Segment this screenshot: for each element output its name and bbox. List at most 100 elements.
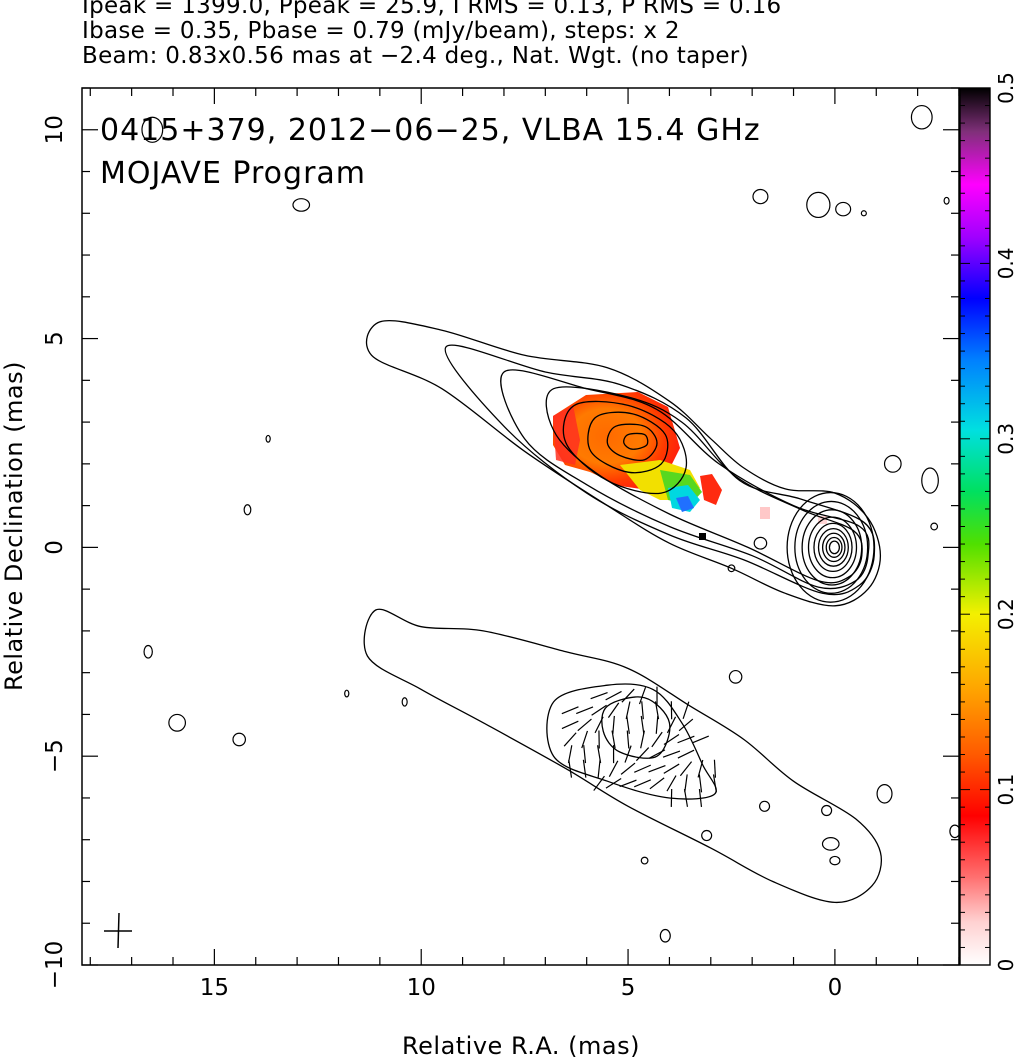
noise-contour-11 [835, 201, 852, 217]
polarized-intensity-contour-level-2 [546, 683, 717, 800]
evpa-vector-23 [651, 731, 663, 748]
colorbar: 0 0.1 0.2 0.3 0.4 0.5 [959, 72, 1018, 971]
noise-contour-21 [876, 783, 893, 804]
evpa-vector-40 [621, 688, 635, 703]
polarization-pink-pixel-1 [760, 507, 770, 519]
evpa-vector-59 [576, 706, 594, 715]
evpa-vector-9 [677, 749, 695, 759]
evpa-vector-39 [625, 701, 631, 720]
evpa-vector-36 [624, 745, 632, 763]
evpa-vector-4 [697, 759, 704, 778]
jet-contour-level-1 [365, 319, 882, 607]
evpa-vector-53 [591, 704, 607, 716]
jet-contour-level-5 [562, 400, 688, 495]
evpa-vector-55 [582, 759, 587, 778]
x-tick-label-0: 0 [828, 975, 843, 1001]
core-contour-7 [821, 532, 846, 563]
noise-contour-10 [806, 191, 831, 219]
y-tick-label-10: 10 [42, 115, 68, 144]
evpa-vector-58 [577, 718, 592, 732]
evpa-vector-0 [712, 774, 717, 793]
header-line-1: Ipeak = 1399.0, Ppeak = 25.9, I RMS = 0.… [82, 0, 782, 19]
noise-contour-29 [727, 564, 736, 573]
evpa-vector-29 [635, 747, 650, 762]
y-axis-title: Relative Declination (mas) [0, 361, 28, 691]
evpa-vector-22 [648, 749, 666, 759]
colorbar-label-3: 0.3 [994, 423, 1018, 455]
evpa-vector-7 [684, 774, 688, 793]
jet-contour-level-8 [623, 432, 649, 450]
evpa-vector-45 [612, 715, 615, 734]
evpa-vector-48 [593, 775, 605, 791]
evpa-vector-1 [713, 759, 717, 778]
polarization-vectors [561, 686, 717, 807]
y-tick-labels: 10 5 0 −5 −10 [42, 115, 68, 989]
evpa-vector-5 [691, 735, 710, 744]
noise-contour-1 [292, 198, 311, 212]
header-line-2: Ibase = 0.35, Pbase = 0.79 (mJy/beam), s… [82, 18, 680, 44]
evpa-vector-46 [607, 702, 620, 718]
noise-contour-26 [659, 928, 671, 943]
noise-contour-14 [943, 196, 950, 205]
evpa-vector-11 [678, 718, 694, 732]
evpa-vector-56 [583, 745, 587, 764]
evpa-vector-33 [638, 686, 647, 705]
core-contour-3 [801, 509, 863, 586]
noise-contour-25 [829, 855, 841, 866]
jet-contour-level-2 [444, 344, 876, 596]
evpa-vector-37 [626, 730, 630, 749]
evpa-vector-2 [698, 788, 703, 807]
evpa-vector-63 [561, 720, 579, 730]
noise-contour-7 [344, 689, 350, 698]
evpa-vector-15 [663, 763, 680, 774]
polarized-intensity-contour-level-1 [363, 608, 883, 904]
colorbar-label-1: 0.1 [994, 774, 1018, 806]
noise-contour-9 [752, 188, 769, 205]
polarization-blue-region [676, 496, 694, 512]
colorbar-tick-labels: 0 0.1 0.2 0.3 0.4 0.5 [994, 72, 1018, 971]
noise-contour-5 [243, 504, 252, 516]
noise-contours [141, 104, 959, 943]
noise-contour-22 [821, 837, 840, 851]
y-tick-label-0: 0 [42, 540, 68, 555]
evpa-vector-50 [596, 745, 602, 764]
evpa-vector-3 [698, 774, 703, 793]
evpa-vector-64 [561, 706, 579, 715]
polarization-red-tail-region [700, 474, 722, 505]
jet-contour-level-3 [500, 369, 870, 590]
core-contour-5 [813, 522, 853, 573]
noise-contour-0 [141, 116, 164, 143]
evpa-vector-60 [568, 759, 573, 778]
map-header: Ipeak = 1399.0, Ppeak = 25.9, I RMS = 0.… [82, 0, 1012, 69]
colorbar-label-5: 0.5 [994, 72, 1018, 104]
evpa-vector-49 [597, 759, 601, 778]
noise-contour-19 [759, 800, 771, 812]
evpa-vector-16 [662, 750, 681, 758]
evpa-vector-41 [605, 777, 622, 789]
noise-contour-2 [143, 644, 153, 659]
evpa-vector-14 [666, 775, 677, 792]
evpa-vector-10 [677, 735, 695, 744]
core-contour-2 [794, 500, 869, 594]
core-contour-9 [828, 540, 841, 555]
beam-cross-vertical [117, 912, 120, 949]
y-tick-label--10: −10 [42, 941, 68, 990]
evpa-vector-18 [666, 716, 677, 734]
evpa-vector-38 [626, 715, 630, 734]
noise-contour-13 [910, 104, 933, 130]
evpa-vector-54 [590, 691, 608, 700]
noise-contour-3 [168, 713, 187, 732]
noise-contour-17 [930, 522, 939, 531]
evpa-vector-35 [620, 762, 636, 775]
y-tick-label-5: 5 [42, 331, 68, 346]
colorbar-label-2: 0.2 [994, 598, 1018, 630]
colorbar-label-0: 0 [994, 959, 1018, 972]
axis-ticks [82, 87, 960, 966]
evpa-vector-25 [654, 701, 660, 720]
jet-contour-level-7 [606, 423, 658, 461]
intensity-contours [363, 319, 883, 904]
noise-contour-20 [821, 804, 833, 817]
plot-title-line-1: 0415+379, 2012−06−25, VLBA 15.4 GHz [100, 113, 761, 148]
evpa-vector-42 [608, 760, 619, 777]
evpa-vector-21 [648, 764, 666, 773]
